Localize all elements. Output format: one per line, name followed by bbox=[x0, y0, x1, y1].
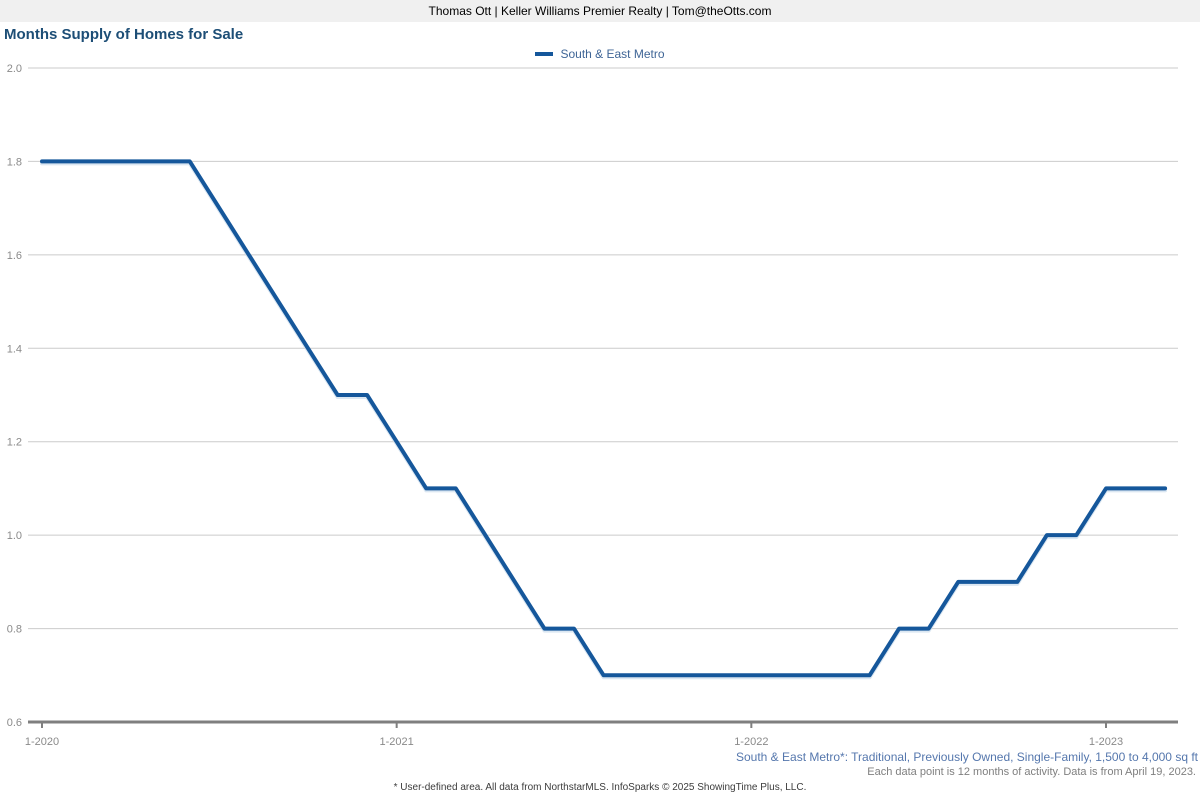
legend-line-swatch bbox=[535, 52, 554, 56]
header-text: Thomas Ott | Keller Williams Premier Rea… bbox=[428, 4, 772, 18]
copyright-footer: * User-defined area. All data from North… bbox=[393, 782, 807, 793]
svg-text:1-2020: 1-2020 bbox=[25, 736, 59, 748]
svg-text:0.8: 0.8 bbox=[7, 624, 22, 636]
series-definition-footnote: South & East Metro*: Traditional, Previo… bbox=[735, 750, 1198, 764]
svg-text:1-2022: 1-2022 bbox=[734, 736, 768, 748]
page-title: Months Supply of Homes for Sale bbox=[4, 26, 244, 43]
legend-label: South & East Metro bbox=[560, 47, 665, 61]
svg-text:1.6: 1.6 bbox=[7, 250, 22, 262]
svg-text:2.0: 2.0 bbox=[7, 63, 22, 75]
svg-text:0.6: 0.6 bbox=[7, 717, 22, 729]
svg-text:1.0: 1.0 bbox=[7, 530, 22, 542]
svg-text:1.8: 1.8 bbox=[7, 156, 22, 168]
chart-legend: South & East Metro bbox=[0, 47, 1200, 61]
svg-text:1.4: 1.4 bbox=[7, 343, 22, 355]
header-bar: Thomas Ott | Keller Williams Premier Rea… bbox=[0, 0, 1200, 22]
svg-text:1-2021: 1-2021 bbox=[380, 736, 414, 748]
svg-text:1-2023: 1-2023 bbox=[1089, 736, 1123, 748]
svg-text:1.2: 1.2 bbox=[7, 437, 22, 449]
data-note-footnote: Each data point is 12 months of activity… bbox=[867, 766, 1196, 778]
